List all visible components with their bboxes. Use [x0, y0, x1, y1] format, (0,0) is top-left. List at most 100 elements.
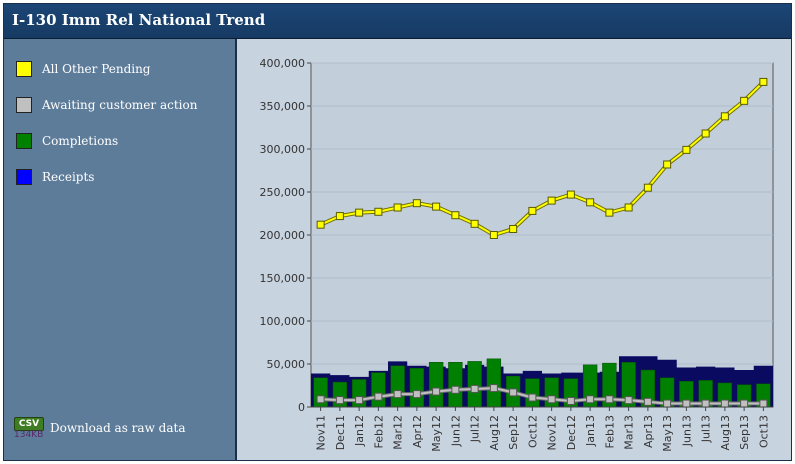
blue-square-icon [16, 169, 32, 185]
all-other-pending-point [740, 96, 749, 105]
awaiting-customer-action-point [451, 385, 460, 394]
x-tick-label: Mar13 [623, 415, 636, 450]
app-window: I-130 Imm Rel National Trend All Other P… [3, 3, 792, 461]
title-bar: I-130 Imm Rel National Trend [4, 4, 791, 39]
x-tick-label: Feb12 [372, 415, 385, 448]
x-tick-label: Feb13 [603, 415, 616, 448]
awaiting-customer-action-point [720, 399, 729, 408]
x-tick-label: Aug13 [719, 415, 732, 450]
x-tick-label: Oct12 [526, 415, 539, 448]
awaiting-customer-action-point [547, 395, 556, 404]
legend-item-receipts[interactable]: Receipts [16, 167, 94, 187]
x-tick-label: Sep12 [507, 415, 520, 450]
all-other-pending-point [451, 211, 460, 220]
completions-bar [428, 362, 444, 408]
all-other-pending-point [509, 224, 518, 233]
awaiting-customer-action-point [605, 395, 614, 404]
csv-badge: CSV [14, 417, 44, 431]
legend-item-all-other-pending[interactable]: All Other Pending [16, 59, 151, 79]
completions-bar [371, 372, 386, 408]
x-tick-label: Nov12 [546, 415, 559, 450]
all-other-pending-point [663, 160, 672, 169]
legend-item-awaiting-customer-action[interactable]: Awaiting customer action [16, 95, 197, 115]
completions-bar [467, 361, 482, 408]
y-tick-label: 250,000 [260, 186, 306, 199]
y-tick-label: 150,000 [260, 272, 306, 285]
awaiting-customer-action-point [624, 396, 633, 405]
x-tick-label: Jan13 [584, 415, 597, 447]
legend-label: Awaiting customer action [42, 98, 198, 112]
all-other-pending-point [701, 129, 710, 138]
x-tick-label: Jun13 [680, 415, 693, 447]
awaiting-customer-action-point [335, 396, 344, 405]
awaiting-customer-action-point [316, 395, 325, 404]
awaiting-customer-action-point [566, 396, 575, 405]
y-tick-label: 50,000 [267, 358, 306, 371]
all-other-pending-point [374, 207, 383, 216]
x-tick-label: May12 [430, 415, 443, 452]
all-other-pending-point [470, 219, 479, 228]
x-tick-label: May13 [661, 415, 674, 452]
csv-file-icon[interactable]: CSV 134KB [14, 417, 44, 443]
all-other-pending-point [393, 203, 402, 212]
all-other-pending-point [528, 206, 537, 215]
all-other-pending-point [682, 145, 691, 154]
file-size: 134KB [14, 430, 44, 440]
all-other-pending-point [432, 202, 441, 211]
x-tick-label: Apr13 [642, 415, 655, 448]
x-tick-label: Dec11 [334, 415, 347, 450]
y-tick-label: 100,000 [260, 315, 306, 328]
completions-bar [448, 362, 463, 408]
x-tick-label: Mar12 [392, 415, 405, 450]
x-tick-label: Jun12 [449, 415, 462, 447]
trend-chart: 0 50,000 100,000 150,000 200,000 250,000 300,0… [260, 57, 774, 452]
awaiting-customer-action-point [393, 390, 402, 399]
x-tick-label: Jan12 [353, 415, 366, 447]
x-tick-label: Apr12 [411, 415, 424, 448]
all-other-pending-point [489, 231, 498, 239]
all-other-pending-point [759, 77, 768, 86]
awaiting-customer-action-point [682, 399, 691, 408]
gray-square-icon [16, 97, 32, 113]
all-other-pending-point [605, 208, 614, 217]
all-other-pending-point [643, 183, 652, 192]
chart-panel: 0 50,000 100,000 150,000 200,000 250,000 300,0… [237, 39, 791, 460]
awaiting-customer-action-point [586, 395, 595, 404]
legend-label: Completions [42, 134, 119, 148]
x-tick-label: Jul13 [700, 415, 713, 443]
completions-bar [390, 365, 405, 408]
legend-item-completions[interactable]: Completions [16, 131, 118, 151]
all-other-pending-point [316, 220, 325, 229]
x-tick-label: Nov11 [315, 415, 328, 450]
awaiting-customer-action-point [528, 393, 537, 402]
y-tick-label: 200,000 [260, 229, 306, 242]
legend-label: All Other Pending [42, 62, 151, 76]
all-other-pending-point [412, 199, 421, 208]
y-tick-label: 400,000 [260, 57, 306, 70]
y-tick-label: 0 [298, 401, 305, 414]
awaiting-customer-action-point [432, 387, 441, 396]
awaiting-customer-action-point [701, 399, 710, 408]
awaiting-customer-action-point [663, 399, 672, 408]
awaiting-customer-action-point [509, 388, 518, 397]
completions-bar [486, 358, 502, 408]
awaiting-customer-action-point [740, 399, 749, 408]
awaiting-customer-action-point [489, 384, 498, 393]
completions-bar [525, 378, 540, 408]
awaiting-customer-action-point [643, 397, 652, 406]
y-axis: 0 50,000 100,000 150,000 200,000 250,000 300,0… [260, 57, 311, 414]
green-square-icon [16, 133, 32, 149]
legend-sidebar: All Other Pending Awaiting customer acti… [4, 39, 237, 460]
all-other-pending-point [566, 190, 575, 199]
awaiting-customer-action-point [355, 396, 364, 405]
x-tick-label: Jul12 [469, 415, 482, 443]
y-tick-label: 350,000 [260, 100, 306, 113]
all-other-pending-point [720, 112, 729, 121]
awaiting-customer-action-point [374, 392, 383, 401]
all-other-pending-point [335, 212, 344, 221]
x-tick-label: Dec12 [565, 415, 578, 450]
download-label[interactable]: Download as raw data [50, 421, 186, 435]
all-other-pending-point [624, 203, 633, 212]
completions-bar [409, 368, 425, 408]
download-raw-data-link[interactable]: CSV 134KB Download as raw data [14, 417, 185, 443]
